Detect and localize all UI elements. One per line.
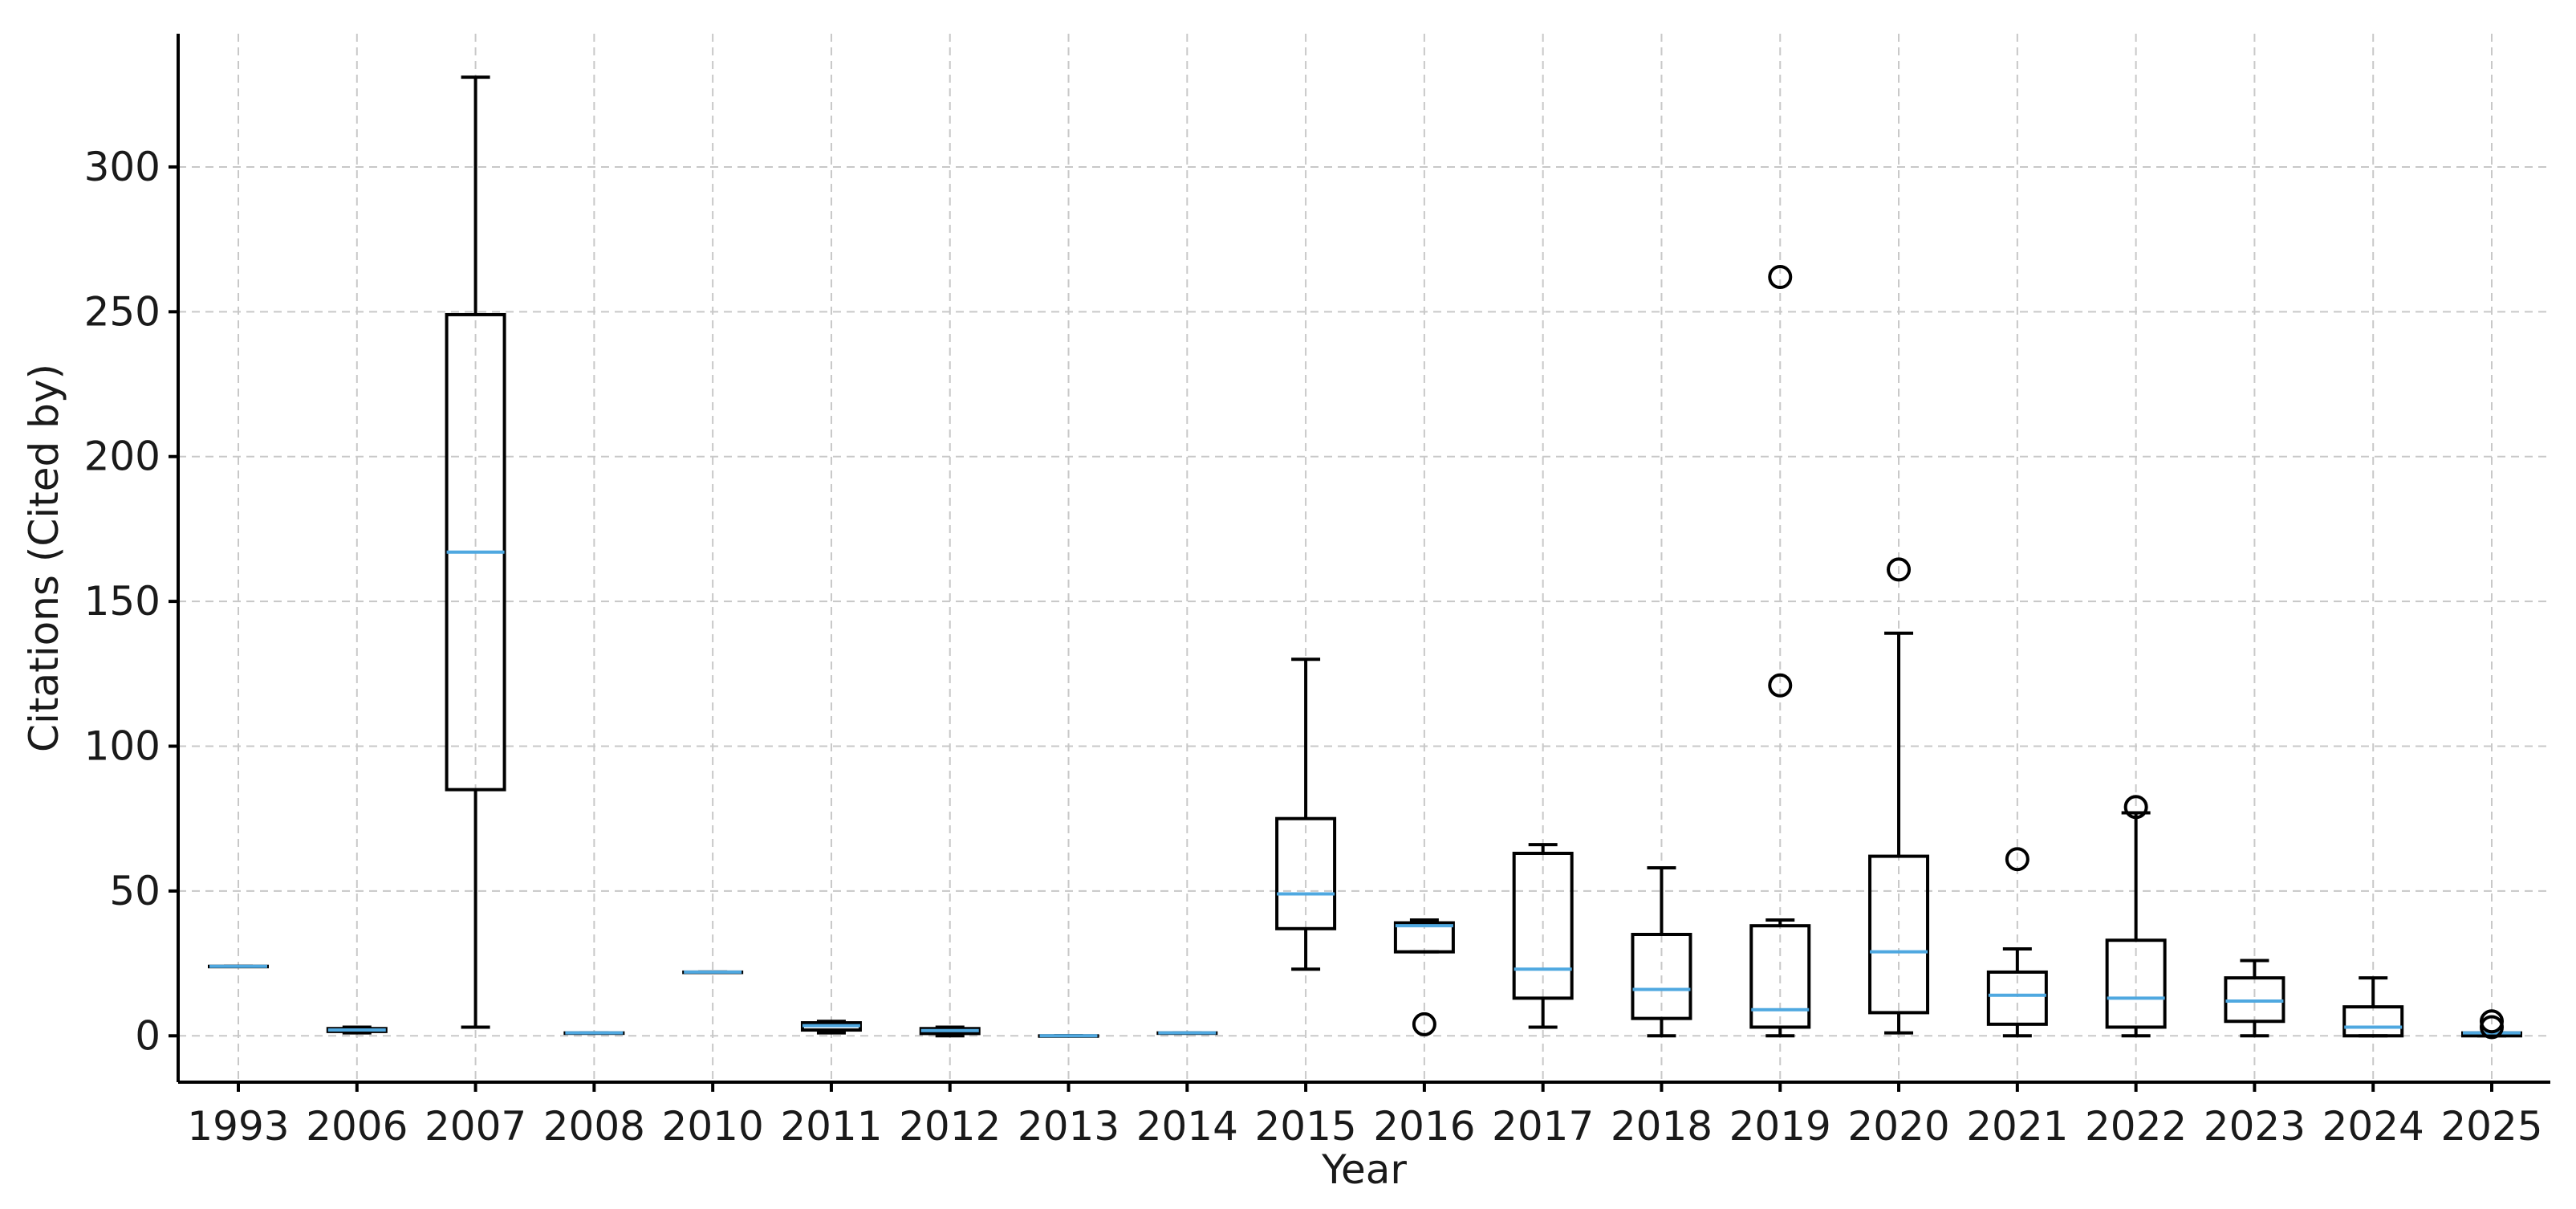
x-tick-label: 2018 <box>1611 1103 1713 1150</box>
x-tick-label: 2016 <box>1373 1103 1475 1150</box>
x-tick-label: 2021 <box>1966 1103 2068 1150</box>
outlier-point <box>2123 795 2148 820</box>
box-group-2007 <box>445 75 506 1029</box>
box-group-2019 <box>1749 265 1811 1038</box>
x-tick-label: 2011 <box>780 1103 882 1150</box>
x-tick-label: 2013 <box>1018 1103 1119 1150</box>
x-tick-label: 2020 <box>1847 1103 1949 1150</box>
box <box>1986 970 2048 1026</box>
y-tick-label: 150 <box>84 578 160 625</box>
x-tick-label: 2006 <box>306 1103 408 1150</box>
box-group-2008 <box>563 1031 625 1036</box>
y-tick-label: 300 <box>84 144 160 190</box>
box <box>1749 924 1811 1029</box>
box-group-2015 <box>1275 657 1337 971</box>
x-tick-label: 2025 <box>2440 1103 2542 1150</box>
box-group-2010 <box>682 970 744 975</box>
box <box>1868 854 1930 1015</box>
box-group-2011 <box>800 1020 862 1035</box>
x-tick-label: 2019 <box>1729 1103 1831 1150</box>
box-group-2022 <box>2105 795 2167 1038</box>
y-tick-label: 200 <box>84 434 160 480</box>
outlier-point <box>2480 1009 2504 1034</box>
y-tick-label: 100 <box>84 723 160 770</box>
box-group-2020 <box>1868 557 1930 1035</box>
x-tick-label: 2012 <box>899 1103 1001 1150</box>
box-group-2018 <box>1631 866 1692 1038</box>
box-group-2023 <box>2224 959 2285 1038</box>
box-group-2016 <box>1393 918 1455 1036</box>
box-group-2024 <box>2342 976 2404 1038</box>
box <box>1275 816 1337 930</box>
outlier-point <box>1887 557 1912 582</box>
x-tick-label: 2007 <box>425 1103 526 1150</box>
x-tick-label: 1993 <box>187 1103 289 1150</box>
outlier-point <box>1768 673 1793 698</box>
y-tick-label: 50 <box>109 868 160 914</box>
x-tick-label: 2014 <box>1136 1103 1238 1150</box>
x-tick-label: 2015 <box>1254 1103 1356 1150</box>
x-tick-label: 2017 <box>1492 1103 1594 1150</box>
outlier-point <box>1412 1012 1436 1036</box>
x-tick-label: 2024 <box>2322 1103 2424 1150</box>
x-axis-title: Year <box>1321 1146 1407 1193</box>
box-group-2012 <box>919 1025 981 1038</box>
box <box>1393 921 1455 954</box>
y-ticks: 0 50 100 150 200 250 300 <box>84 144 178 1059</box>
y-axis-title: Citations (Cited by) <box>21 364 67 752</box>
box <box>1631 933 1692 1020</box>
box-group-2017 <box>1512 843 1574 1029</box>
box <box>2342 1005 2404 1038</box>
x-tick-label: 2022 <box>2085 1103 2187 1150</box>
box-group-2021 <box>1986 847 2048 1038</box>
x-tick-label: 2008 <box>543 1103 645 1150</box>
x-ticks: 1993 2006 2007 2008 2010 2011 2012 2013 2014 2015… <box>187 1082 2543 1150</box>
y-tick-label: 250 <box>84 288 160 335</box>
box <box>1512 851 1574 1000</box>
grid-lines <box>178 34 2550 1082</box>
box-group-2025 <box>2461 1009 2522 1040</box>
boxes <box>208 75 2522 1040</box>
outlier-point <box>2005 847 2030 872</box>
box-group-2014 <box>1156 1031 1218 1036</box>
x-tick-label: 2023 <box>2204 1103 2306 1150</box>
outlier-point <box>1768 265 1793 290</box>
box-group-2006 <box>326 1025 388 1035</box>
box <box>2105 938 2167 1029</box>
y-tick-label: 0 <box>135 1012 160 1059</box>
x-tick-label: 2010 <box>662 1103 764 1150</box>
